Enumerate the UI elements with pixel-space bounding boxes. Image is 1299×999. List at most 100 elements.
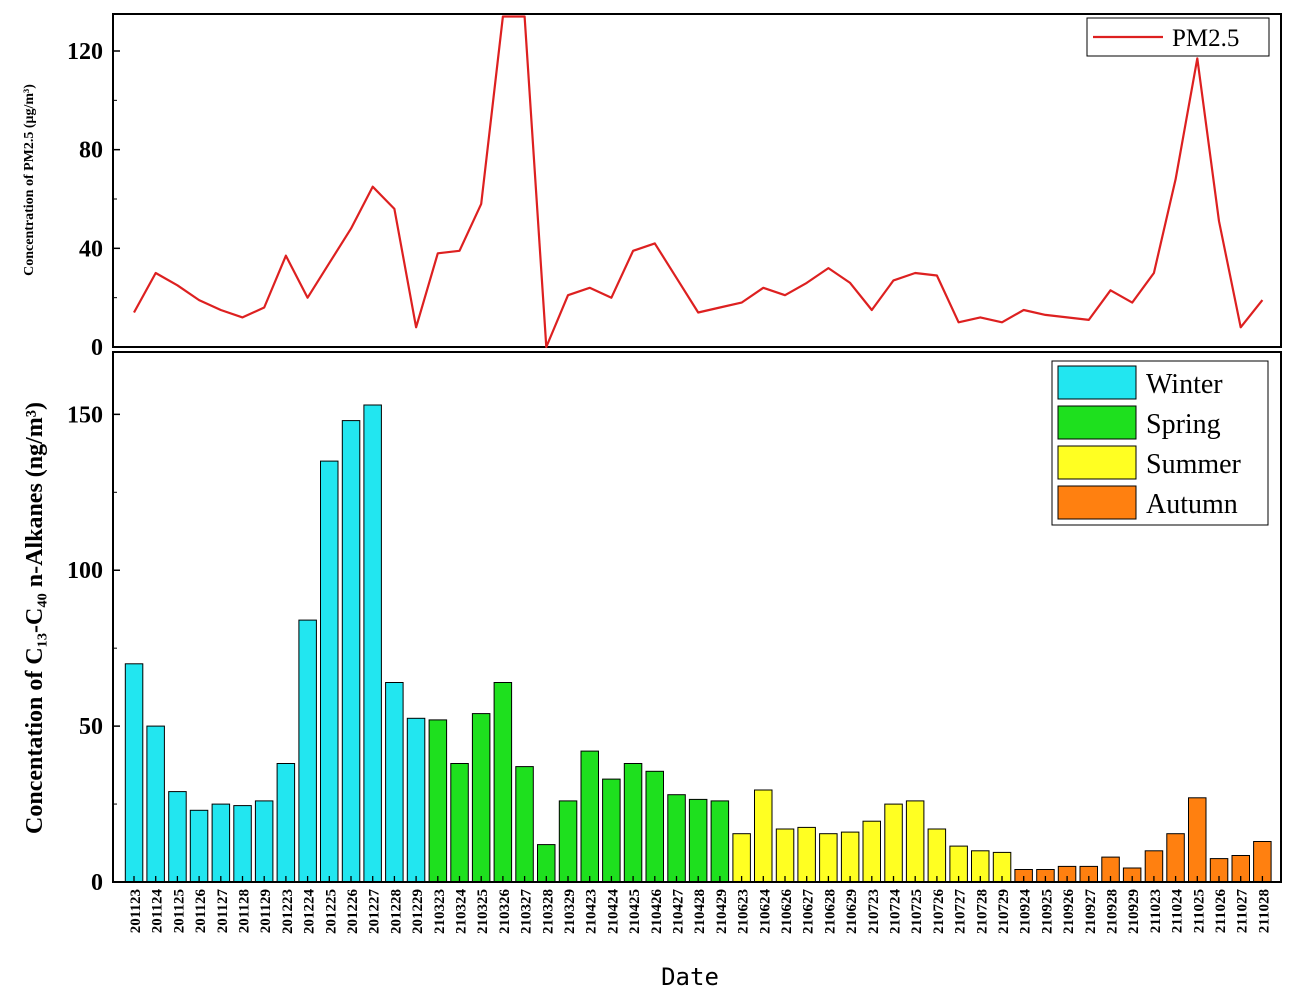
x-axis-label: Date — [661, 963, 719, 991]
x-tick-label: 210723 — [866, 889, 882, 934]
x-tick-label: 211024 — [1170, 889, 1186, 934]
x-tick-label: 201126 — [193, 889, 209, 934]
alkanes-bar — [189, 809, 209, 883]
alkanes-bar — [406, 717, 426, 883]
alkanes-bar — [905, 800, 925, 883]
x-tick-label: 210329 — [562, 889, 578, 934]
alkanes-panel: 0 50 100 150 201123 201124 201125 201126 201127… — [22, 351, 1282, 991]
x-tick-label: 210728 — [974, 889, 990, 934]
x-tick-label: 210626 — [779, 889, 795, 935]
alkanes-bar — [254, 800, 274, 883]
alkanes-bar — [233, 805, 252, 883]
alkanes-bar — [558, 800, 578, 883]
x-tick-label: 210426 — [649, 889, 665, 935]
season-legend-label: Autumn — [1146, 489, 1238, 520]
alkanes-bar — [124, 663, 144, 883]
season-legend-swatch — [1057, 445, 1137, 480]
x-tick-label: 201224 — [302, 889, 318, 935]
alkanes-y-tick-label: 100 — [67, 558, 103, 584]
alkanes-bar — [884, 803, 903, 883]
alkanes-bar — [645, 770, 664, 883]
x-tick-label: 210627 — [801, 889, 817, 935]
alkanes-bar — [493, 682, 513, 883]
x-tick-label: 211027 — [1235, 889, 1251, 934]
pm25-legend: PM2.5 — [1086, 17, 1270, 57]
x-tick-label: 210425 — [627, 889, 643, 934]
pm25-y-tick-label: 40 — [79, 236, 103, 262]
x-tick-label: 210623 — [736, 889, 752, 934]
x-tick-label: 201228 — [388, 889, 404, 934]
alkanes-bar — [168, 791, 187, 883]
pm25-plot-frame — [112, 13, 1282, 348]
x-tick-label: 201225 — [323, 889, 339, 934]
x-tick-label: 210323 — [432, 889, 448, 934]
alkanes-bars — [124, 404, 1272, 883]
alkanes-bar — [1166, 833, 1185, 883]
alkanes-bar — [688, 798, 708, 883]
alkanes-bar — [754, 789, 773, 883]
alkanes-bar — [1188, 797, 1207, 883]
pm25-series-line — [133, 15, 1264, 349]
x-tick-label: 210928 — [1105, 889, 1121, 934]
x-tick-label: 210328 — [540, 889, 556, 934]
season-legend-label: Summer — [1146, 449, 1242, 480]
pm25-y-axis-label: Concentration of PM2.5 (μg/m³) — [22, 84, 37, 276]
pm25-y-tick-label: 0 — [91, 335, 103, 361]
pm25-y-tick-label: 120 — [67, 39, 103, 65]
x-tick-label: 201127 — [215, 889, 231, 934]
x-tick-label: 210327 — [519, 889, 535, 935]
x-tick-label: 201226 — [345, 889, 361, 935]
x-tick-label: 210726 — [931, 889, 947, 935]
x-tick-label: 210624 — [757, 889, 773, 935]
x-tick-label: 210325 — [475, 889, 491, 934]
alkanes-bar — [667, 794, 686, 883]
season-legend-swatch — [1057, 485, 1137, 520]
alkanes-y-tick-label: 150 — [67, 402, 103, 428]
x-tick-label: 201125 — [171, 889, 187, 933]
alkanes-bar — [298, 619, 317, 883]
alkanes-plot-frame — [112, 351, 1282, 883]
alkanes-bar — [602, 778, 621, 883]
alkanes-x-ticks: 201123 201124 201125 201126 201127 201128 2011… — [128, 876, 1272, 934]
season-legend-swatch — [1057, 405, 1137, 440]
alkanes-bar — [320, 460, 339, 883]
x-tick-label: 210629 — [844, 889, 860, 934]
alkanes-bar — [515, 766, 534, 883]
x-tick-label: 201124 — [150, 889, 166, 934]
x-tick-label: 210424 — [605, 889, 621, 935]
x-tick-label: 201128 — [237, 889, 253, 933]
x-tick-label: 210727 — [953, 889, 969, 935]
x-tick-label: 210324 — [454, 889, 470, 935]
alkanes-bar — [428, 719, 448, 883]
alkanes-bar — [819, 833, 838, 883]
x-tick-label: 201129 — [258, 889, 274, 933]
x-tick-label: 210729 — [996, 889, 1012, 934]
alkanes-y-axis-label: Concentation of C₁₃-C₄₀ n-Alkanes (ng/m³… — [22, 402, 48, 834]
alkanes-bar — [623, 763, 643, 883]
x-tick-label: 210423 — [584, 889, 600, 934]
x-tick-label: 211023 — [1148, 889, 1164, 933]
x-tick-label: 201123 — [128, 889, 144, 933]
x-tick-label: 210924 — [1018, 889, 1034, 935]
x-tick-label: 211026 — [1213, 889, 1229, 934]
x-tick-label: 210428 — [692, 889, 708, 934]
alkanes-bar — [732, 833, 751, 883]
x-tick-label: 210725 — [909, 889, 925, 934]
x-tick-label: 210927 — [1083, 889, 1099, 935]
alkanes-bar — [363, 404, 382, 883]
x-tick-label: 201227 — [367, 889, 383, 935]
alkanes-bar — [385, 682, 404, 883]
x-tick-label: 201229 — [410, 889, 426, 934]
x-tick-label: 210427 — [671, 889, 687, 935]
x-tick-label: 211025 — [1191, 889, 1207, 933]
alkanes-bar — [775, 828, 795, 883]
alkanes-bar — [710, 800, 730, 883]
alkanes-bar — [276, 763, 296, 883]
x-tick-label: 210926 — [1061, 889, 1077, 935]
x-tick-label: 210925 — [1039, 889, 1055, 934]
pm25-y-tick-label: 80 — [79, 138, 103, 164]
alkanes-y-tick-label: 0 — [91, 870, 103, 896]
alkanes-bar — [1253, 841, 1272, 883]
season-legend-label: Winter — [1146, 369, 1223, 400]
